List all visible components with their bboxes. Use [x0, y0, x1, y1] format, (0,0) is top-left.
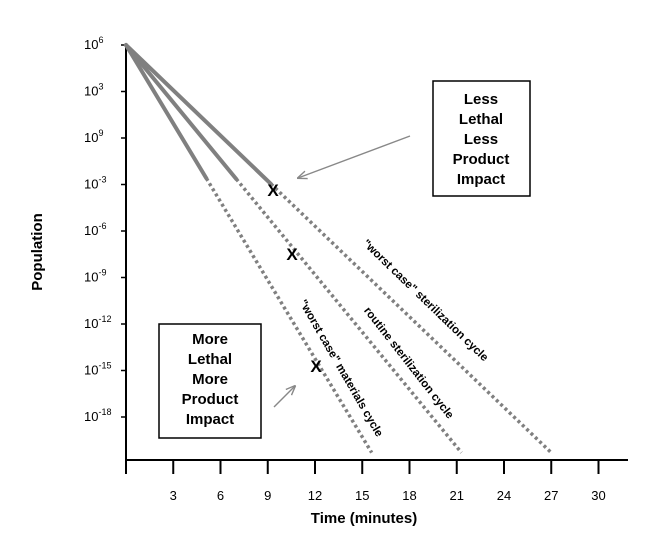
x-tick-label: 12 [308, 488, 322, 503]
annotation-line: Impact [186, 411, 234, 428]
series-line-dotted [269, 182, 553, 454]
annotation-line: Impact [457, 171, 505, 188]
y-tick-label: 10-18 [84, 407, 111, 424]
curve-label-worst-case-sterilization: "worst case" sterilization cycle [360, 238, 490, 364]
annotation-line: Less [464, 131, 498, 148]
x-tick-label: 3 [170, 488, 177, 503]
y-tick-label: 10-9 [84, 268, 106, 285]
y-tick-label: 10-3 [84, 175, 106, 192]
y-tick-exponent: -15 [98, 361, 111, 371]
x-axis-title: Time (minutes) [311, 510, 417, 527]
series-line-solid [124, 43, 273, 186]
series-line-dotted [234, 177, 463, 454]
annotation-line: Product [453, 151, 510, 168]
y-tick-label: 103 [84, 82, 103, 99]
series-line-dotted [204, 177, 374, 454]
x-tick-label: 21 [450, 488, 464, 503]
y-tick-exponent: 9 [98, 128, 103, 138]
y-tick-base: 10 [84, 130, 98, 145]
x-tick-label: 30 [591, 488, 605, 503]
y-tick-exponent: -6 [98, 221, 106, 231]
annotation-line: More [192, 331, 228, 348]
annotation-line: Product [182, 391, 239, 408]
y-tick-exponent: -18 [98, 407, 111, 417]
y-tick-label: 106 [84, 35, 103, 52]
series-line-solid [124, 43, 239, 181]
y-tick-base: 10 [84, 316, 98, 331]
annotation-less-lethal: Less Lethal Less Product Impact [432, 80, 531, 197]
annotation-more-lethal: More Lethal More Product Impact [158, 323, 262, 439]
x-ticks: 3 6 9 12 15 18 21 24 27 30 [125, 460, 606, 503]
y-tick-exponent: 6 [98, 35, 103, 45]
y-tick-label: 10-15 [84, 361, 111, 378]
series-lines [124, 43, 553, 454]
x-tick-label: 15 [355, 488, 369, 503]
annotation-line: Lethal [459, 111, 503, 128]
x-marker: X [267, 181, 279, 200]
annotation-line: More [192, 371, 228, 388]
x-tick-label: 27 [544, 488, 558, 503]
y-tick-base: 10 [84, 37, 98, 52]
x-tick-label: 6 [217, 488, 224, 503]
y-tick-base: 10 [84, 84, 98, 99]
y-tick-base: 10 [84, 409, 98, 424]
y-tick-label: 10-6 [84, 221, 106, 238]
x-tick-label: 18 [402, 488, 416, 503]
x-marker: X [310, 357, 322, 376]
y-tick-base: 10 [84, 223, 98, 238]
y-tick-base: 10 [84, 363, 98, 378]
y-tick-exponent: -12 [98, 314, 111, 324]
annotation-line: Lethal [188, 351, 232, 368]
x-tick-label: 24 [497, 488, 511, 503]
series-line-solid [124, 43, 209, 181]
y-tick-exponent: -3 [98, 175, 106, 185]
x-tick-label: 9 [264, 488, 271, 503]
y-tick-base: 10 [84, 270, 98, 285]
y-tick-label: 10-12 [84, 314, 111, 331]
annotation-line: Less [464, 91, 498, 108]
arrow-less-lethal [298, 135, 411, 178]
y-tick-label: 109 [84, 128, 103, 145]
arrow-more-lethal [273, 386, 295, 408]
x-marker: X [286, 245, 298, 264]
y-axis-title: Population [29, 213, 46, 291]
y-tick-exponent: -9 [98, 268, 106, 278]
y-tick-exponent: 3 [98, 82, 103, 92]
y-tick-base: 10 [84, 177, 98, 192]
